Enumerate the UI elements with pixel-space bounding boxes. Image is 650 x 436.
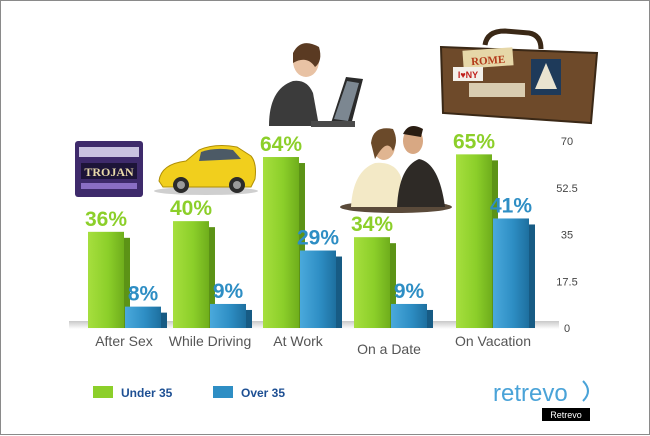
x-axis: After Sex While Driving At Work On a Date On… bbox=[95, 333, 531, 357]
retrevo-logo: retrevo bbox=[493, 380, 589, 407]
legend-swatch-under-35 bbox=[93, 386, 113, 398]
y-tick-label: 0 bbox=[564, 323, 570, 335]
retrevo-tag-text: Retrevo bbox=[550, 410, 582, 420]
bar-over-35-on-vacation bbox=[493, 218, 529, 328]
y-axis: 70 52.5 35 17.5 0 bbox=[556, 136, 577, 335]
bar-under-35-on-vacation-label: 65% bbox=[453, 130, 495, 153]
svg-text:I♥NY: I♥NY bbox=[458, 70, 478, 80]
bar-under-35-after-sex-label: 36% bbox=[85, 208, 127, 231]
bar-under-35-after-sex-side bbox=[124, 237, 130, 328]
bar-under-35-while-driving-side bbox=[209, 227, 215, 328]
retrevo-tag bbox=[542, 408, 590, 421]
bar-over-35-after-sex-side bbox=[161, 312, 167, 328]
y-tick-label: 52.5 bbox=[556, 183, 577, 195]
svg-text:ROME: ROME bbox=[471, 54, 506, 68]
bar-over-35-on-a-date bbox=[391, 303, 427, 328]
bar-over-35-on-vacation-label: 41% bbox=[490, 194, 532, 217]
bar-over-35-at-work bbox=[300, 250, 336, 328]
bar-over-35-at-work-label: 29% bbox=[297, 227, 339, 250]
bar-over-35-while-driving bbox=[210, 303, 246, 328]
bar-under-35-on-vacation bbox=[456, 154, 492, 328]
bar-under-35-on-a-date-label: 34% bbox=[351, 213, 393, 236]
bar-over-35-on-a-date-label: 9% bbox=[394, 280, 425, 303]
svg-text:TROJAN: TROJAN bbox=[84, 165, 134, 179]
y-tick-label: 70 bbox=[561, 136, 573, 148]
bar-over-35-while-driving-label: 9% bbox=[213, 280, 244, 303]
x-tick-label-on-a-date: On a Date bbox=[357, 341, 421, 357]
legend-label-over-35: Over 35 bbox=[241, 386, 285, 400]
woman-laptop-picture bbox=[269, 43, 363, 127]
bar-over-35-at-work-side bbox=[336, 256, 342, 328]
bar-under-35-at-work-label: 64% bbox=[260, 133, 302, 156]
svg-text:retrevo: retrevo bbox=[493, 380, 568, 407]
y-tick-label: 35 bbox=[561, 230, 573, 242]
legend-swatch-over-35 bbox=[213, 386, 233, 398]
bar-over-35-after-sex-label: 8% bbox=[128, 283, 159, 306]
x-tick-label-at-work: At Work bbox=[273, 333, 324, 349]
bar-under-35-while-driving-label: 40% bbox=[170, 197, 212, 220]
bar-over-35-on-vacation-side bbox=[529, 224, 535, 328]
logo-arc-icon bbox=[582, 380, 589, 402]
bar-under-35-after-sex bbox=[88, 231, 124, 328]
bars-layer: 36% 8% 40% 9% 64% 29% 34% 9% 65% 41% bbox=[85, 130, 535, 328]
x-tick-label-after-sex: After Sex bbox=[95, 333, 153, 349]
condom-box-picture: TROJAN bbox=[75, 141, 143, 197]
legend-label-under-35: Under 35 bbox=[121, 386, 173, 400]
bar-under-35-on-a-date bbox=[354, 237, 390, 328]
suitcase-picture: ROME I♥NY bbox=[439, 28, 599, 125]
bar-under-35-at-work-side bbox=[299, 163, 305, 328]
car-picture bbox=[154, 145, 258, 195]
bar-over-35-while-driving-side bbox=[246, 309, 252, 328]
couple-picture bbox=[340, 125, 452, 213]
bar-under-35-while-driving bbox=[173, 221, 209, 328]
x-tick-label-while-driving: While Driving bbox=[169, 333, 251, 349]
bar-under-35-on-a-date-side bbox=[390, 243, 396, 328]
bar-over-35-on-a-date-side bbox=[427, 309, 433, 328]
bar-under-35-at-work bbox=[263, 157, 299, 328]
legend: Under 35 Over 35 bbox=[93, 386, 285, 400]
x-tick-label-on-vacation: On Vacation bbox=[455, 333, 531, 349]
bar-over-35-after-sex bbox=[125, 306, 161, 328]
y-tick-label: 17.5 bbox=[556, 276, 577, 288]
